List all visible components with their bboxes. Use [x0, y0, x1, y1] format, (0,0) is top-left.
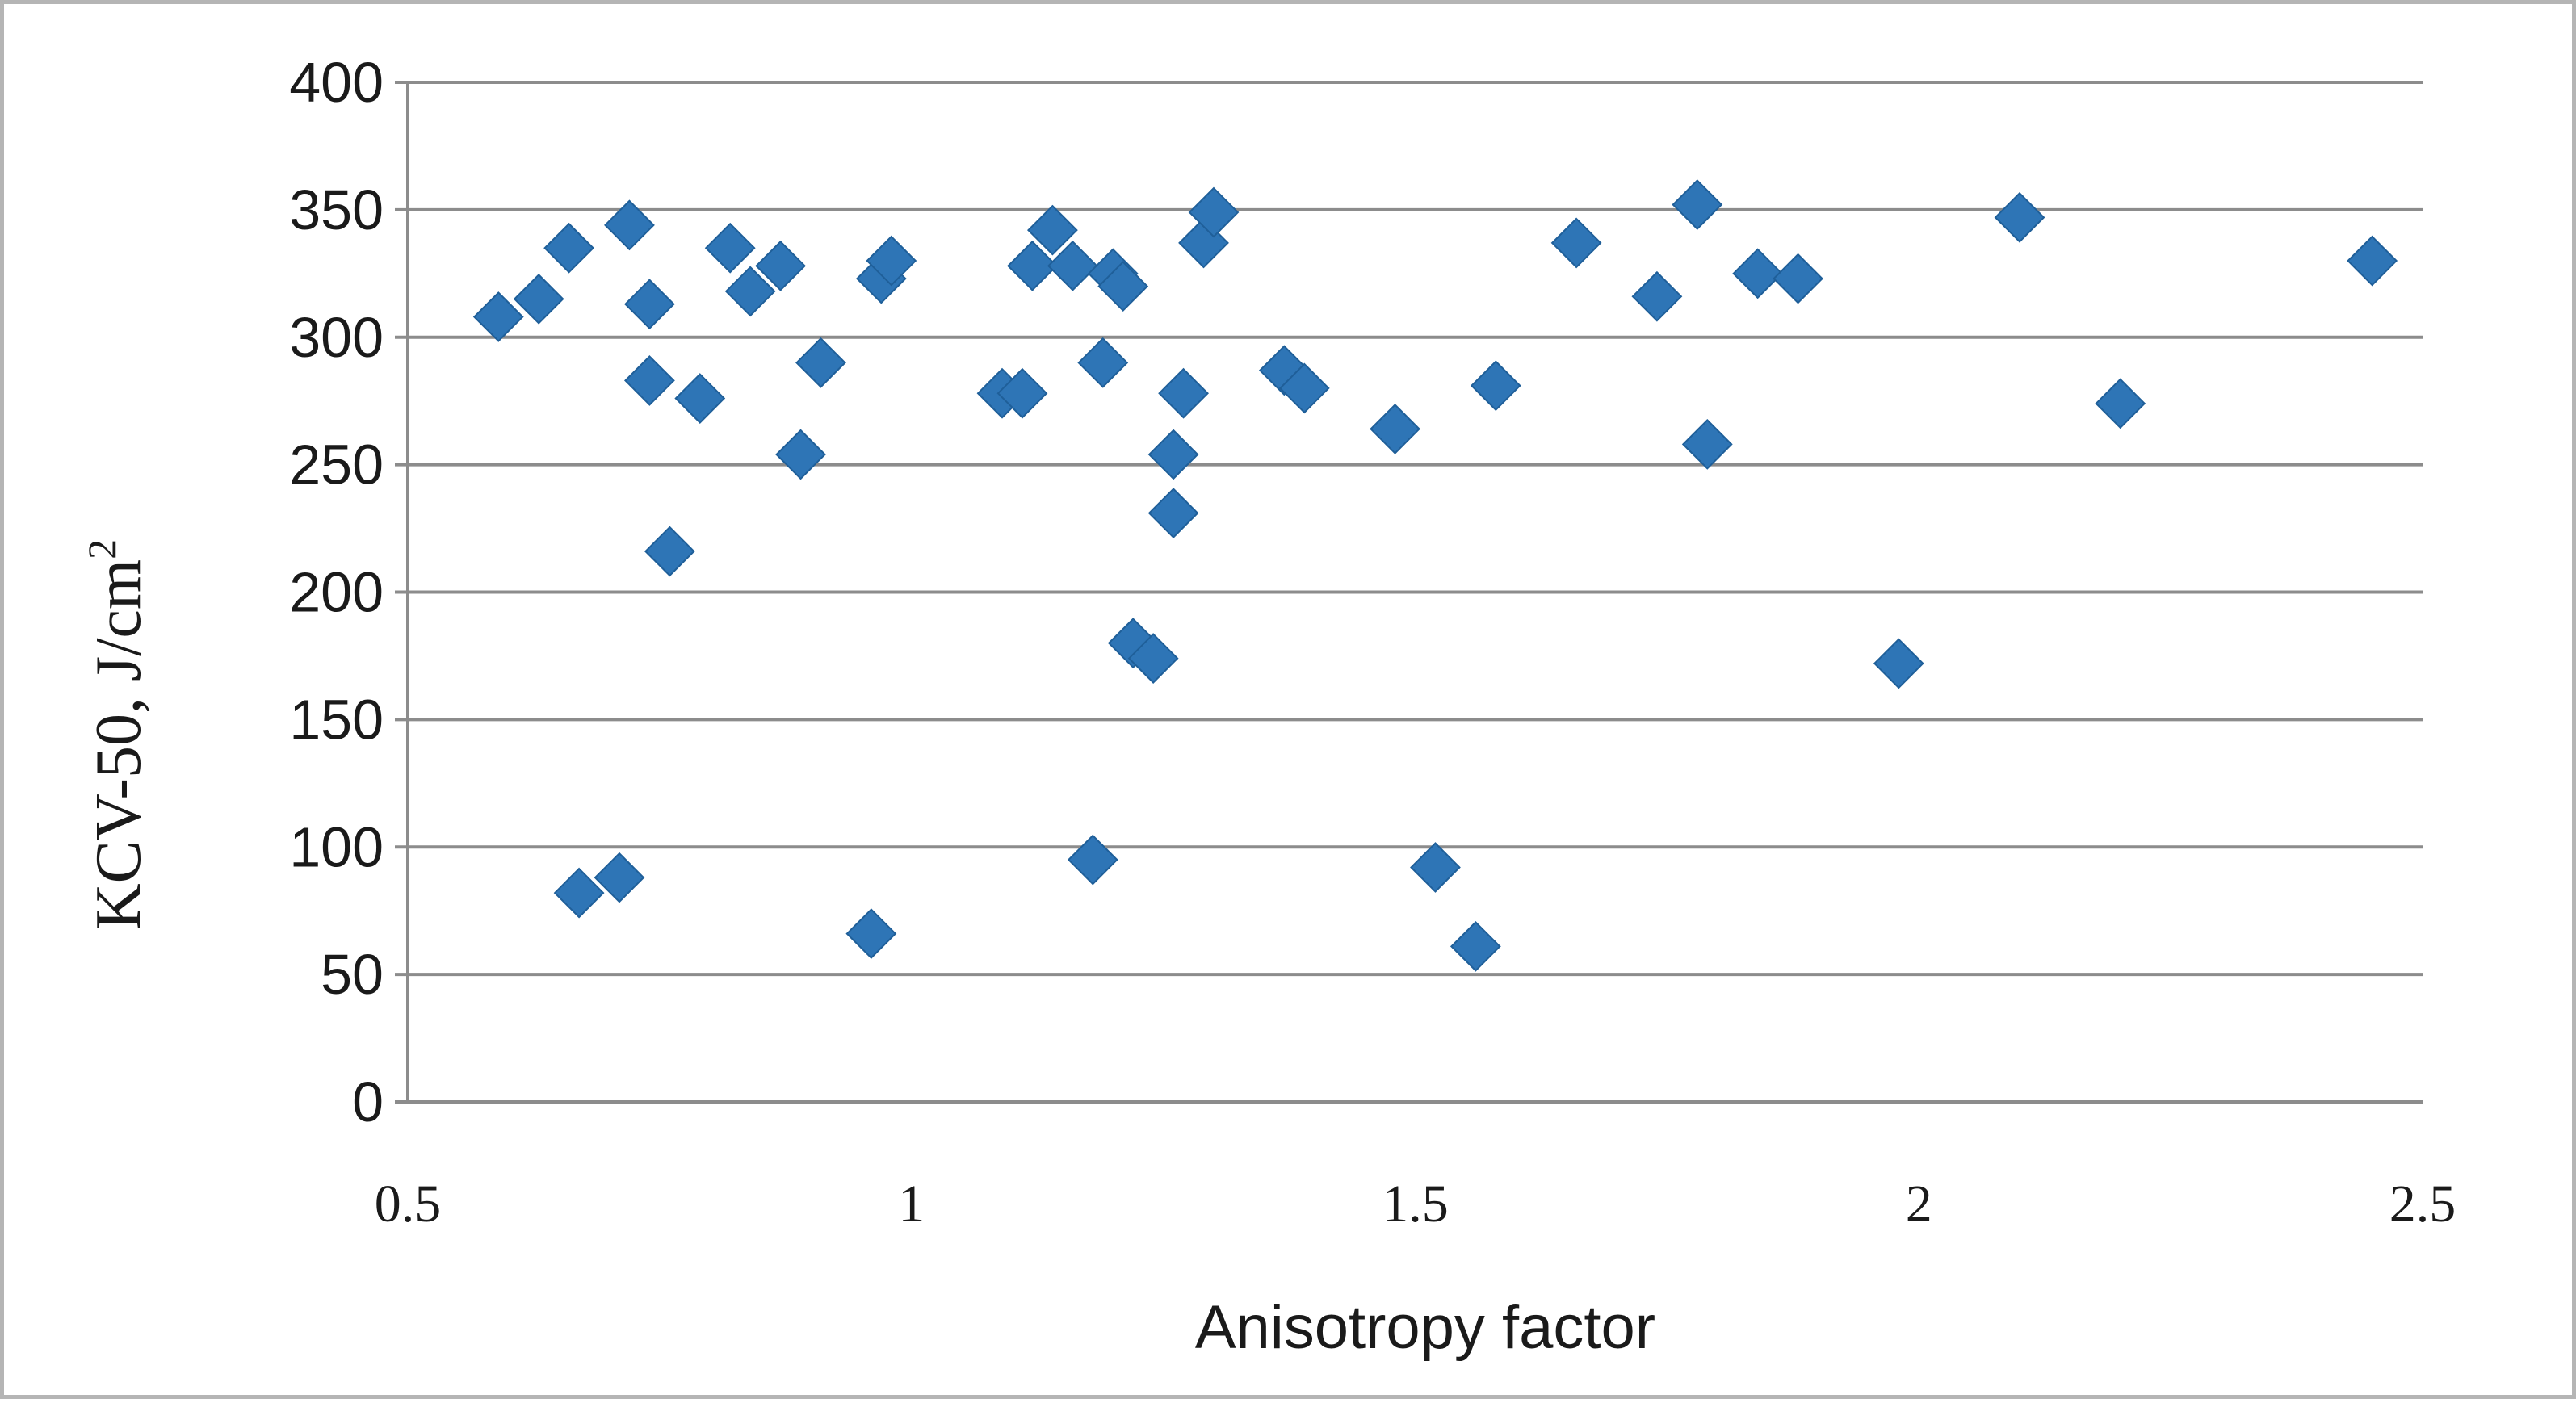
axes — [395, 81, 2423, 1104]
data-point — [1178, 217, 1229, 269]
data-point — [1550, 217, 1602, 269]
data-point — [1631, 270, 1683, 322]
data-point — [1127, 633, 1179, 685]
data-point — [1672, 179, 1723, 230]
data-point — [2095, 378, 2146, 429]
data-point — [704, 222, 756, 274]
data-point — [553, 867, 605, 919]
y-tick-labels: 0 50 100 150 200 250 300 350 400 — [289, 51, 384, 1133]
data-point — [604, 199, 655, 251]
data-point — [775, 429, 826, 480]
data-point — [1410, 842, 1461, 893]
data-point — [644, 526, 695, 577]
data-point — [1147, 429, 1199, 480]
data-point — [472, 291, 524, 342]
data-point — [795, 337, 846, 388]
x-tick-label: 0.5 — [375, 1175, 442, 1233]
data-points — [472, 179, 2398, 972]
y-tick-label: 100 — [289, 815, 384, 878]
data-point — [1450, 920, 1501, 972]
scatter-chart: 0 50 100 150 200 250 300 350 400 0.5 1 1.5 2 2.5 Ani… — [79, 51, 2456, 1362]
x-tick-label: 1 — [898, 1175, 925, 1233]
x-tick-label: 2.5 — [2389, 1175, 2456, 1233]
data-point — [1097, 261, 1149, 312]
data-point — [1873, 638, 1924, 689]
data-point — [724, 266, 776, 317]
y-axis-label: KCV-50, J/cm2 — [79, 539, 154, 930]
data-point — [543, 222, 595, 274]
data-point — [996, 367, 1048, 419]
x-axis-label: Anisotropy factor — [1195, 1293, 1655, 1362]
data-point — [1007, 240, 1058, 291]
y-tick-label: 400 — [289, 51, 384, 114]
y-tick-label: 0 — [352, 1070, 384, 1133]
y-tick-label: 150 — [289, 688, 384, 751]
data-point — [1158, 367, 1209, 419]
x-tick-label: 2 — [1906, 1175, 1932, 1233]
data-point — [623, 279, 675, 330]
data-point — [1047, 240, 1098, 291]
x-tick-label: 1.5 — [1382, 1175, 1449, 1233]
data-point — [845, 908, 897, 960]
data-point — [1077, 337, 1129, 388]
data-point — [866, 235, 917, 287]
data-point — [1732, 248, 1784, 299]
data-point — [674, 373, 726, 424]
data-point — [513, 273, 564, 325]
data-point — [1773, 253, 1823, 304]
y-tick-label: 300 — [289, 306, 384, 369]
data-point — [1188, 186, 1240, 238]
x-tick-labels: 0.5 1 1.5 2 2.5 — [375, 1175, 2456, 1233]
y-tick-label: 250 — [289, 433, 384, 496]
data-point — [1147, 488, 1199, 539]
gridlines — [408, 81, 2423, 977]
data-point — [594, 852, 645, 903]
data-point — [2347, 235, 2398, 287]
data-point — [1681, 418, 1733, 470]
y-tick-label: 200 — [289, 561, 384, 624]
data-point — [1026, 204, 1078, 256]
data-point — [1067, 834, 1118, 886]
data-point — [1370, 404, 1420, 454]
data-point — [755, 240, 806, 291]
data-point — [1278, 362, 1330, 414]
data-point — [1470, 360, 1521, 412]
y-tick-label: 50 — [321, 943, 384, 1006]
data-point — [1994, 191, 2045, 243]
data-point — [623, 355, 675, 406]
y-tick-label: 350 — [289, 178, 384, 241]
